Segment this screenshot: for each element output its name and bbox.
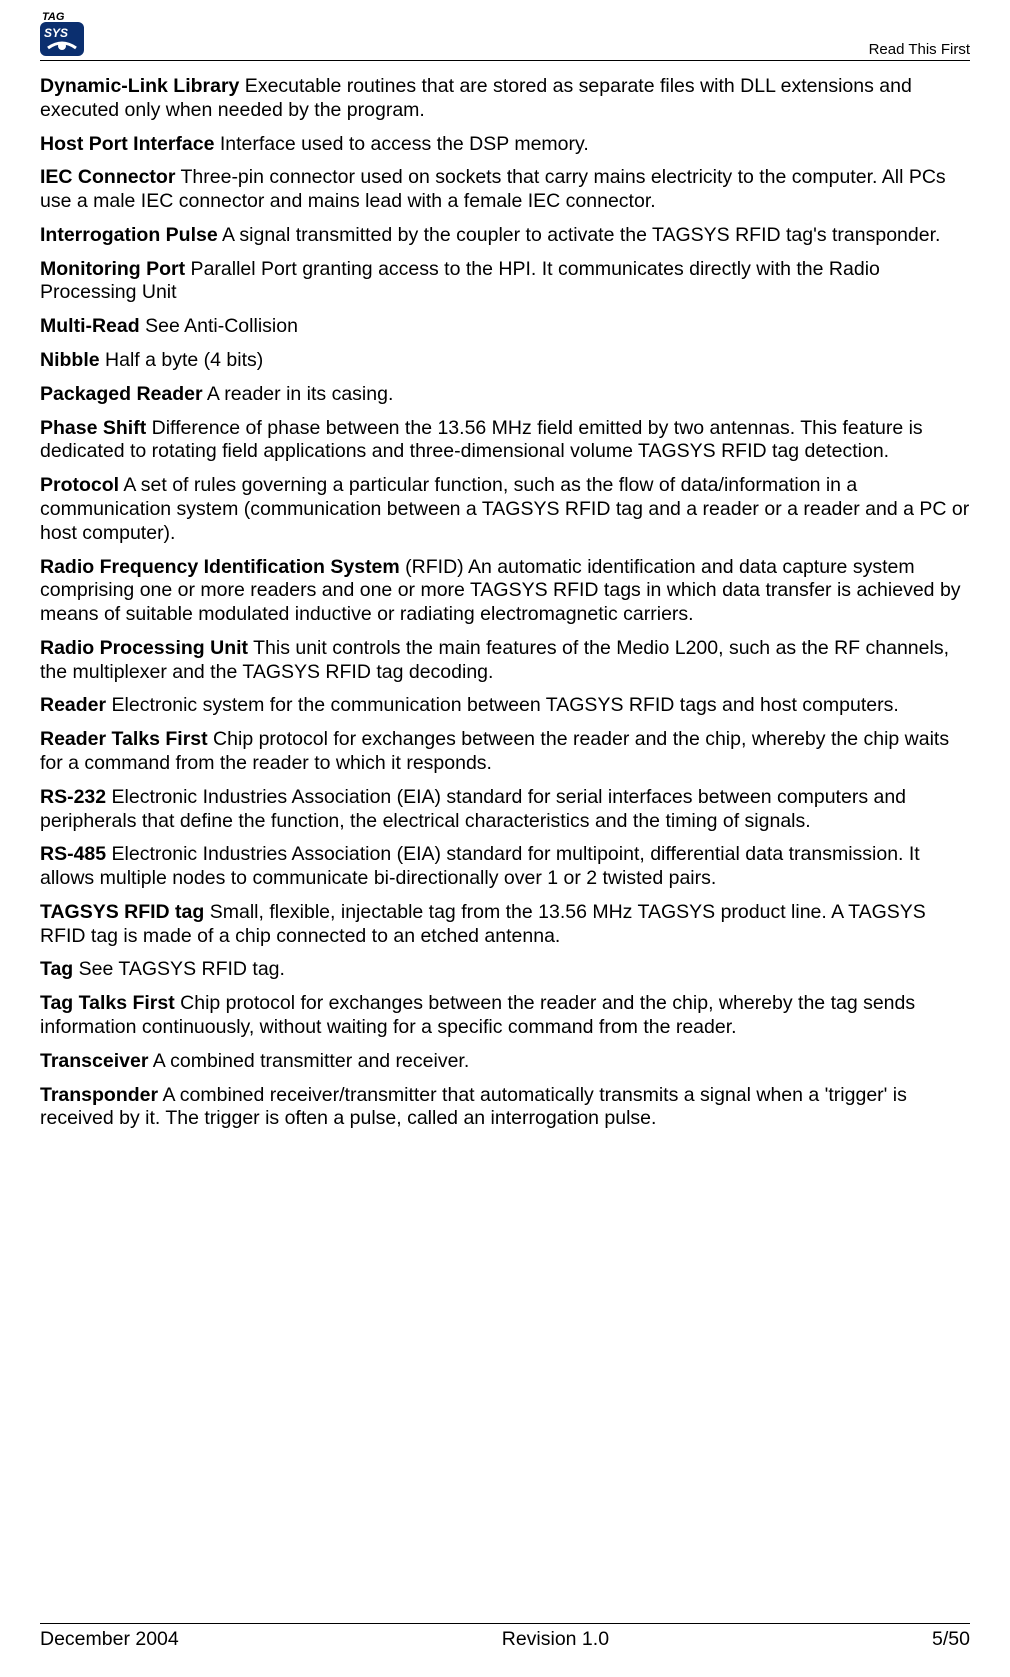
glossary-entry: Monitoring Port Parallel Port granting a…	[40, 258, 970, 306]
glossary-definition: Half a byte (4 bits)	[100, 349, 264, 371]
glossary-term: Monitoring Port	[40, 258, 185, 280]
glossary-entry: Phase Shift Difference of phase between …	[40, 417, 970, 465]
glossary-entry: Multi-Read See Anti-Collision	[40, 315, 970, 339]
glossary-entry: Interrogation Pulse A signal transmitted…	[40, 224, 970, 248]
glossary-term: Multi-Read	[40, 315, 140, 337]
glossary-entry: Radio Frequency Identification System (R…	[40, 556, 970, 627]
glossary-entry: TAGSYS RFID tag Small, flexible, injecta…	[40, 901, 970, 949]
glossary-list: Dynamic-Link Library Executable routines…	[40, 75, 970, 1131]
glossary-entry: Nibble Half a byte (4 bits)	[40, 349, 970, 373]
glossary-definition: See Anti-Collision	[140, 315, 298, 337]
glossary-definition: A signal transmitted by the coupler to a…	[218, 224, 941, 246]
glossary-entry: Transceiver A combined transmitter and r…	[40, 1050, 970, 1074]
glossary-entry: IEC Connector Three-pin connector used o…	[40, 166, 970, 214]
glossary-term: RS-485	[40, 843, 106, 865]
glossary-term: Tag Talks First	[40, 992, 175, 1014]
footer-date: December 2004	[40, 1628, 179, 1651]
glossary-entry: Reader Electronic system for the communi…	[40, 694, 970, 718]
glossary-entry: Packaged Reader A reader in its casing.	[40, 383, 970, 407]
glossary-term: Radio Processing Unit	[40, 637, 248, 659]
glossary-definition: A set of rules governing a particular fu…	[40, 474, 969, 544]
glossary-definition: A combined receiver/transmitter that aut…	[40, 1084, 907, 1130]
page-footer: December 2004 Revision 1.0 5/50	[40, 1623, 970, 1651]
glossary-term: Nibble	[40, 349, 100, 371]
glossary-term: Transceiver	[40, 1050, 148, 1072]
glossary-entry: Radio Processing Unit This unit controls…	[40, 637, 970, 685]
tagsys-logo-icon: TAG SYS	[40, 10, 98, 58]
glossary-term: Packaged Reader	[40, 383, 203, 405]
glossary-term: Host Port Interface	[40, 133, 214, 155]
svg-text:TAG: TAG	[42, 11, 65, 23]
glossary-definition: Interface used to access the DSP memory.	[214, 133, 588, 155]
glossary-entry: Transponder A combined receiver/transmit…	[40, 1084, 970, 1132]
glossary-term: Reader Talks First	[40, 728, 208, 750]
glossary-term: Dynamic-Link Library	[40, 75, 239, 97]
glossary-term: Protocol	[40, 474, 119, 496]
glossary-definition: Electronic system for the communication …	[106, 694, 899, 716]
glossary-entry: Host Port Interface Interface used to ac…	[40, 133, 970, 157]
glossary-term: Tag	[40, 958, 73, 980]
svg-text:SYS: SYS	[44, 26, 68, 40]
glossary-definition: A combined transmitter and receiver.	[148, 1050, 469, 1072]
glossary-definition: Three-pin connector used on sockets that…	[40, 166, 946, 212]
glossary-entry: Tag Talks First Chip protocol for exchan…	[40, 992, 970, 1040]
glossary-definition: A reader in its casing.	[203, 383, 394, 405]
glossary-term: TAGSYS RFID tag	[40, 901, 204, 923]
glossary-term: IEC Connector	[40, 166, 175, 188]
glossary-entry: RS-485 Electronic Industries Association…	[40, 843, 970, 891]
glossary-definition: Electronic Industries Association (EIA) …	[40, 843, 920, 889]
glossary-entry: Reader Talks First Chip protocol for exc…	[40, 728, 970, 776]
glossary-entry: Tag See TAGSYS RFID tag.	[40, 958, 970, 982]
footer-page-number: 5/50	[932, 1628, 970, 1651]
header-section-title: Read This First	[869, 41, 970, 58]
glossary-definition: Electronic Industries Association (EIA) …	[40, 786, 906, 832]
footer-revision: Revision 1.0	[502, 1628, 609, 1651]
page-header: TAG SYS Read This First	[40, 10, 970, 61]
glossary-term: Transponder	[40, 1084, 158, 1106]
glossary-term: Phase Shift	[40, 417, 146, 439]
glossary-definition: Difference of phase between the 13.56 MH…	[40, 417, 923, 463]
glossary-term: RS-232	[40, 786, 106, 808]
glossary-entry: Protocol A set of rules governing a part…	[40, 474, 970, 545]
glossary-entry: RS-232 Electronic Industries Association…	[40, 786, 970, 834]
glossary-term: Interrogation Pulse	[40, 224, 218, 246]
glossary-term: Radio Frequency Identification System	[40, 556, 400, 578]
glossary-definition: See TAGSYS RFID tag.	[73, 958, 285, 980]
glossary-term: Reader	[40, 694, 106, 716]
glossary-entry: Dynamic-Link Library Executable routines…	[40, 75, 970, 123]
